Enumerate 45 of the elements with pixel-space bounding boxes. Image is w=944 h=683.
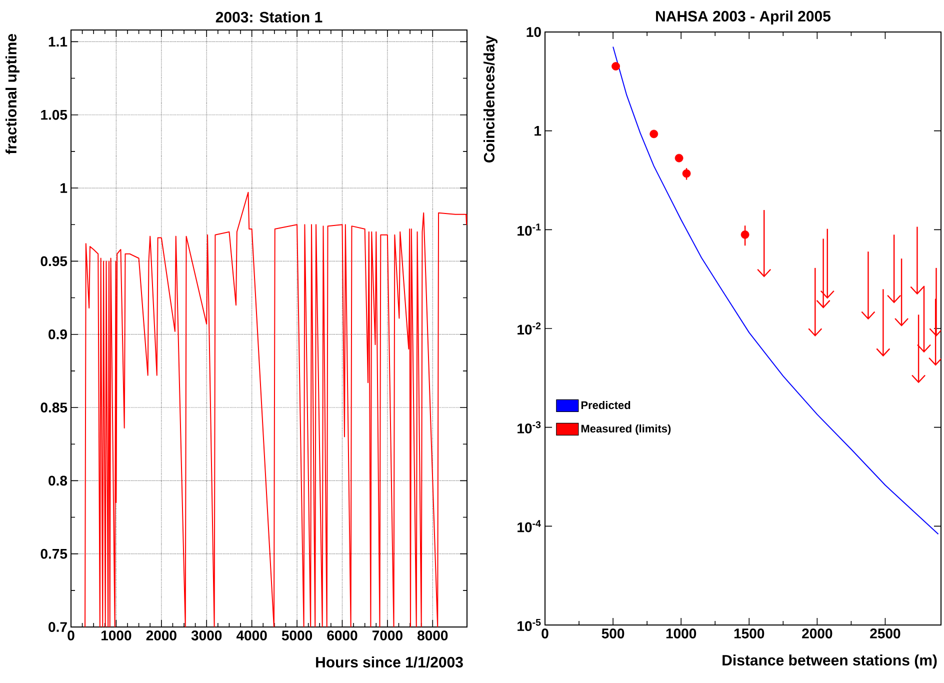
chart-title: 2003: Station 1 <box>216 11 322 22</box>
y-tick-label: 10$^{-2}$ <box>518 322 541 335</box>
x-tick-label: 1500 <box>734 628 764 638</box>
x-tick-label: 1000 <box>102 630 132 640</box>
x-tick-label: 3000 <box>191 630 222 640</box>
point <box>650 130 658 138</box>
y-axis-title: Coincidences/day <box>484 36 498 162</box>
chart-title: NAHSA 2003 - April 2005 <box>656 10 831 24</box>
point <box>674 154 684 162</box>
x-tick-label: 2000 <box>146 630 176 640</box>
x-tick-label: 8000 <box>418 630 448 640</box>
y-tick-label: 10$^{-4}$ <box>518 520 541 532</box>
y-tick-label: 1.05 <box>41 110 68 120</box>
point <box>682 169 691 178</box>
x-tick-label: 1000 <box>666 628 696 638</box>
x-tick-label: 5000 <box>282 630 312 640</box>
y-tick-label: 10 <box>526 27 541 37</box>
y-tick-label: 0.9 <box>48 329 67 340</box>
point <box>612 62 620 70</box>
x-tick-label: 2000 <box>802 628 832 638</box>
y-tick-label: 10$^{-3}$ <box>518 421 541 434</box>
line-series <box>84 192 468 627</box>
x-axis-title: Distance between stations (m) <box>722 654 937 669</box>
y-tick-label: 10$^{-1}$ <box>518 224 541 236</box>
y-axis-title: fractional uptime <box>5 34 20 154</box>
y-tick-label: 0.95 <box>40 256 68 266</box>
x-tick-label: 0 <box>542 628 548 638</box>
y-tick-label: 1 <box>534 126 542 136</box>
x-axis-title: Hours since 1/1/2003 <box>316 656 463 668</box>
point <box>740 230 750 239</box>
y-tick-label: 0.8 <box>48 476 68 486</box>
y-tick-label: 0.85 <box>40 402 68 412</box>
y-tick-label: 0.7 <box>48 622 67 632</box>
y-tick-label: 0.75 <box>40 548 68 559</box>
x-tick-label: 4000 <box>236 630 267 640</box>
legend-label: Measured (limits) <box>581 424 671 435</box>
y-tick-label: 1.1 <box>48 36 68 47</box>
x-tick-label: 2500 <box>870 628 900 638</box>
x-tick-label: 7000 <box>372 630 402 640</box>
x-tick-label: 500 <box>602 628 624 638</box>
y-tick-label: 10$^{-5}$ <box>518 618 541 632</box>
x-tick-label: 0 <box>68 630 74 640</box>
x-tick-label: 6000 <box>327 630 358 640</box>
y-tick-label: 1 <box>60 183 68 193</box>
legend-label: Predicted <box>581 400 630 410</box>
